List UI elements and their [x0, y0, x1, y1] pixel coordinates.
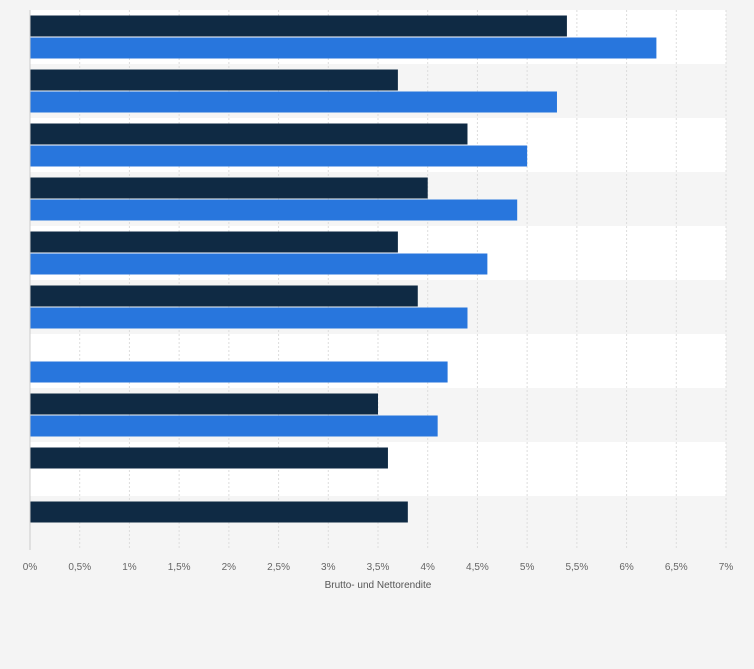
- bar: [30, 501, 408, 523]
- x-tick-label: 6,5%: [665, 562, 688, 573]
- x-tick-label: 6%: [619, 562, 634, 573]
- bar: [30, 69, 398, 91]
- bar: [30, 361, 448, 383]
- x-tick-labels: 0% 0,5% 1% 1,5% 2% 2,5% 3% 3,5% 4% 4,5% 5% 5,5% 6% 6,…: [23, 562, 734, 573]
- x-tick-label: 3,5%: [367, 562, 390, 573]
- x-tick-label: 5,5%: [565, 562, 588, 573]
- bar: [30, 393, 378, 415]
- x-tick-label: 3%: [321, 562, 336, 573]
- x-tick-label: 1%: [122, 562, 137, 573]
- x-tick-label: 0,5%: [68, 562, 91, 573]
- x-tick-label: 4%: [420, 562, 435, 573]
- x-tick-label: 7%: [719, 562, 734, 573]
- x-tick-label: 5%: [520, 562, 535, 573]
- bar: [30, 91, 557, 113]
- bars: [30, 15, 657, 523]
- bar: [30, 123, 468, 145]
- bar: [30, 37, 657, 59]
- x-tick-label: 2%: [222, 562, 237, 573]
- bar: [30, 415, 438, 437]
- x-tick-label: 0%: [23, 562, 38, 573]
- bar: [30, 253, 488, 275]
- bar: [30, 177, 428, 199]
- x-tick-label: 4,5%: [466, 562, 489, 573]
- bar: [30, 307, 468, 329]
- bar: [30, 145, 528, 167]
- bar: [30, 285, 418, 307]
- bar: [30, 199, 518, 221]
- bar: [30, 15, 567, 37]
- bar: [30, 447, 388, 469]
- bar: [30, 231, 398, 253]
- x-axis-title: Brutto- und Nettorendite: [325, 580, 432, 591]
- x-tick-label: 1,5%: [168, 562, 191, 573]
- x-tick-label: 2,5%: [267, 562, 290, 573]
